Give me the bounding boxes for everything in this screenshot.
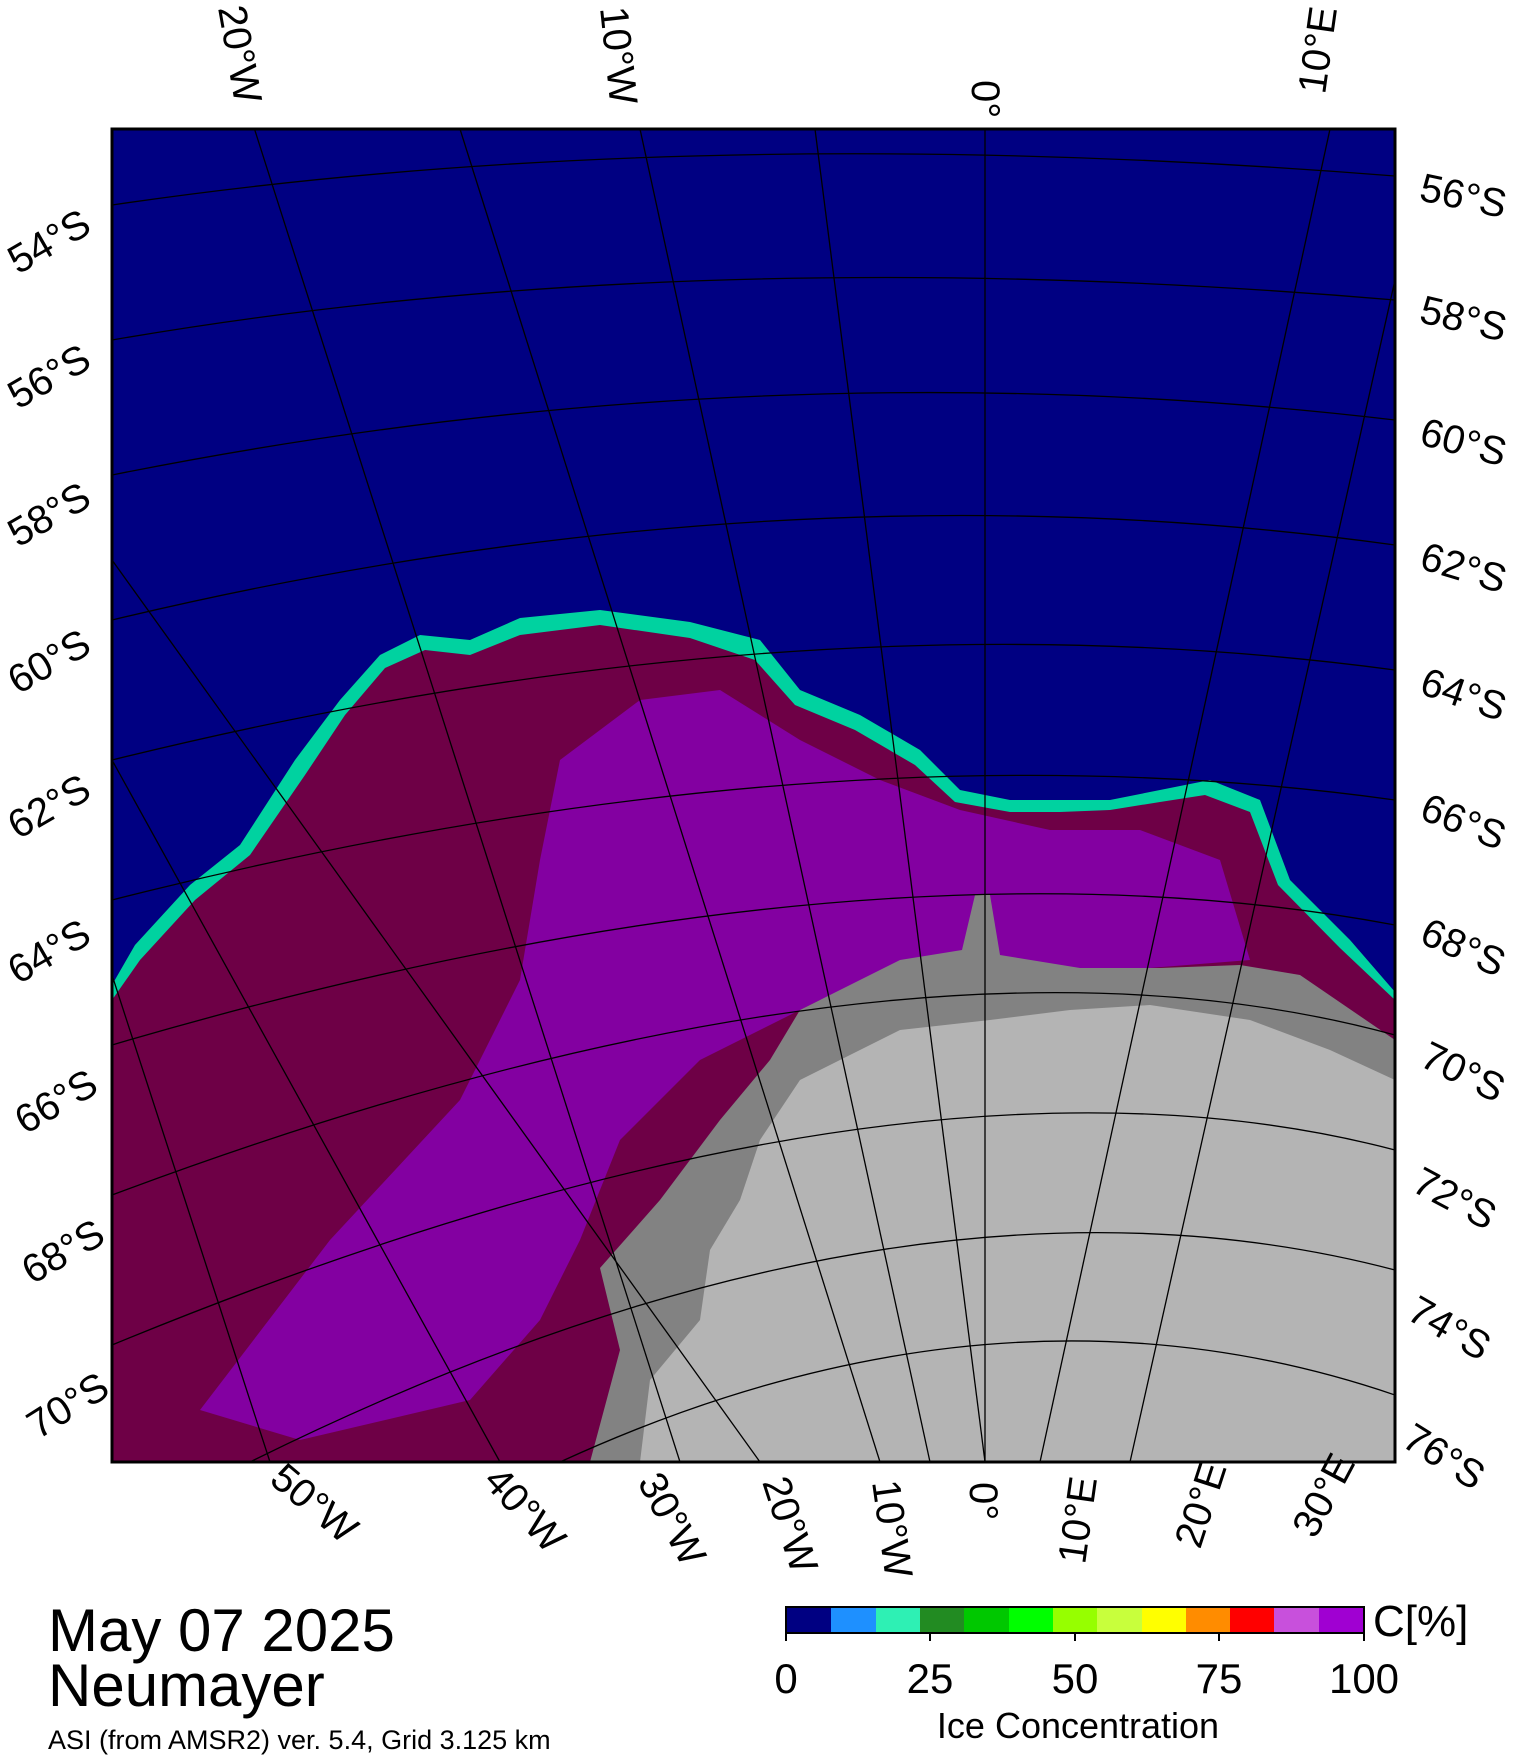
bottom-lon-label: 40°W bbox=[475, 1459, 574, 1562]
sea-ice-variable-purple bbox=[200, 690, 1250, 1440]
product-description: ASI (from AMSR2) ver. 5.4, Grid 3.125 km bbox=[48, 1725, 551, 1755]
top-lon-label-10w: 10°W bbox=[591, 4, 645, 107]
bottom-lon-label: 10°W bbox=[863, 1477, 920, 1580]
colorbar-segment bbox=[1274, 1608, 1319, 1632]
colorbar-segment bbox=[1097, 1608, 1142, 1632]
map-frame bbox=[110, 127, 1397, 1464]
colorbar-segment bbox=[787, 1608, 832, 1632]
colorbar-tick-label: 50 bbox=[1051, 1655, 1099, 1702]
right-lat-label: 58°S bbox=[1416, 288, 1511, 350]
right-lat-label: 66°S bbox=[1415, 786, 1512, 859]
bottom-longitude-labels: 50°W 40°W 30°W 20°W 10°W 0° 10°E 20°E 30… bbox=[262, 1447, 1364, 1580]
colorbar-tick-label: 0 bbox=[774, 1655, 798, 1702]
right-lat-label: 62°S bbox=[1415, 535, 1511, 603]
colorbar-segment bbox=[1318, 1608, 1364, 1632]
colorbar-title: Ice Concentration bbox=[936, 1705, 1220, 1746]
colorbar-tick bbox=[785, 1633, 787, 1641]
bottom-lon-label: 10°E bbox=[1050, 1474, 1106, 1566]
colorbar-segment bbox=[875, 1608, 920, 1632]
right-lat-label: 74°S bbox=[1401, 1288, 1498, 1370]
left-lat-label: 58°S bbox=[1, 474, 98, 556]
colorbar-tick-label: 25 bbox=[906, 1655, 954, 1702]
right-lat-label: 68°S bbox=[1414, 910, 1512, 986]
top-lon-label-10e: 10°E bbox=[1290, 4, 1346, 96]
left-latitude-labels: 54°S 56°S 58°S 60°S 62°S 64°S 66°S 68°S … bbox=[1, 201, 117, 1448]
colorbar-segment bbox=[1185, 1608, 1231, 1632]
left-lat-label: 54°S bbox=[1, 201, 98, 283]
top-lon-label-20w: 20°W bbox=[209, 2, 269, 107]
right-lat-label: 72°S bbox=[1406, 1159, 1504, 1239]
right-lat-label: 64°S bbox=[1415, 660, 1512, 730]
colorbar-tick bbox=[929, 1633, 931, 1641]
map-date: May 07 2025 bbox=[48, 1597, 395, 1664]
colorbar-tick-label: 100 bbox=[1328, 1655, 1400, 1702]
left-lat-label: 64°S bbox=[1, 911, 98, 993]
station-name: Neumayer bbox=[48, 1652, 325, 1719]
left-lat-label: 66°S bbox=[8, 1061, 105, 1143]
colorbar-segment bbox=[1141, 1608, 1186, 1632]
colorbar-tick bbox=[1363, 1633, 1365, 1641]
bottom-lon-label: 0° bbox=[961, 1482, 1005, 1520]
bottom-lon-label: 20°E bbox=[1167, 1456, 1236, 1553]
colorbar bbox=[785, 1606, 1365, 1634]
right-lat-label: 70°S bbox=[1414, 1034, 1512, 1112]
left-lat-label: 62°S bbox=[1, 766, 98, 848]
bottom-lon-label: 30°W bbox=[629, 1466, 714, 1574]
left-lat-label: 60°S bbox=[1, 621, 98, 703]
right-latitude-labels: 56°S 58°S 60°S 62°S 64°S 66°S 68°S 70°S … bbox=[1395, 166, 1512, 1499]
sea-ice-map: 20°W 10°W 0° 10°E 56°S 58°S 60°S 62°S 64… bbox=[1, 2, 1512, 1580]
left-lat-label: 70°S bbox=[19, 1364, 116, 1448]
colorbar-segment bbox=[1008, 1608, 1053, 1632]
bottom-lon-label: 20°W bbox=[753, 1471, 825, 1578]
colorbar-segment bbox=[1230, 1608, 1275, 1632]
top-lon-label-0: 0° bbox=[963, 80, 1007, 118]
colorbar-unit: C[%] bbox=[1373, 1597, 1469, 1646]
left-lat-label: 68°S bbox=[15, 1211, 112, 1293]
colorbar-tick bbox=[1218, 1633, 1220, 1641]
colorbar-segment bbox=[831, 1608, 876, 1632]
colorbar-segment bbox=[919, 1608, 965, 1632]
right-lat-label: 56°S bbox=[1416, 166, 1510, 227]
left-lat-label: 56°S bbox=[1, 336, 98, 418]
right-lat-label: 76°S bbox=[1395, 1415, 1492, 1499]
top-longitude-labels: 20°W 10°W 0° 10°E bbox=[209, 2, 1346, 118]
right-lat-label: 60°S bbox=[1416, 410, 1512, 475]
bottom-lon-label: 50°W bbox=[262, 1455, 366, 1552]
graticule-lines bbox=[112, 129, 1395, 1462]
colorbar-segment bbox=[1052, 1608, 1098, 1632]
colorbar-tick-label: 75 bbox=[1195, 1655, 1243, 1702]
colorbar-segment bbox=[964, 1608, 1009, 1632]
colorbar-tick bbox=[1074, 1633, 1076, 1641]
